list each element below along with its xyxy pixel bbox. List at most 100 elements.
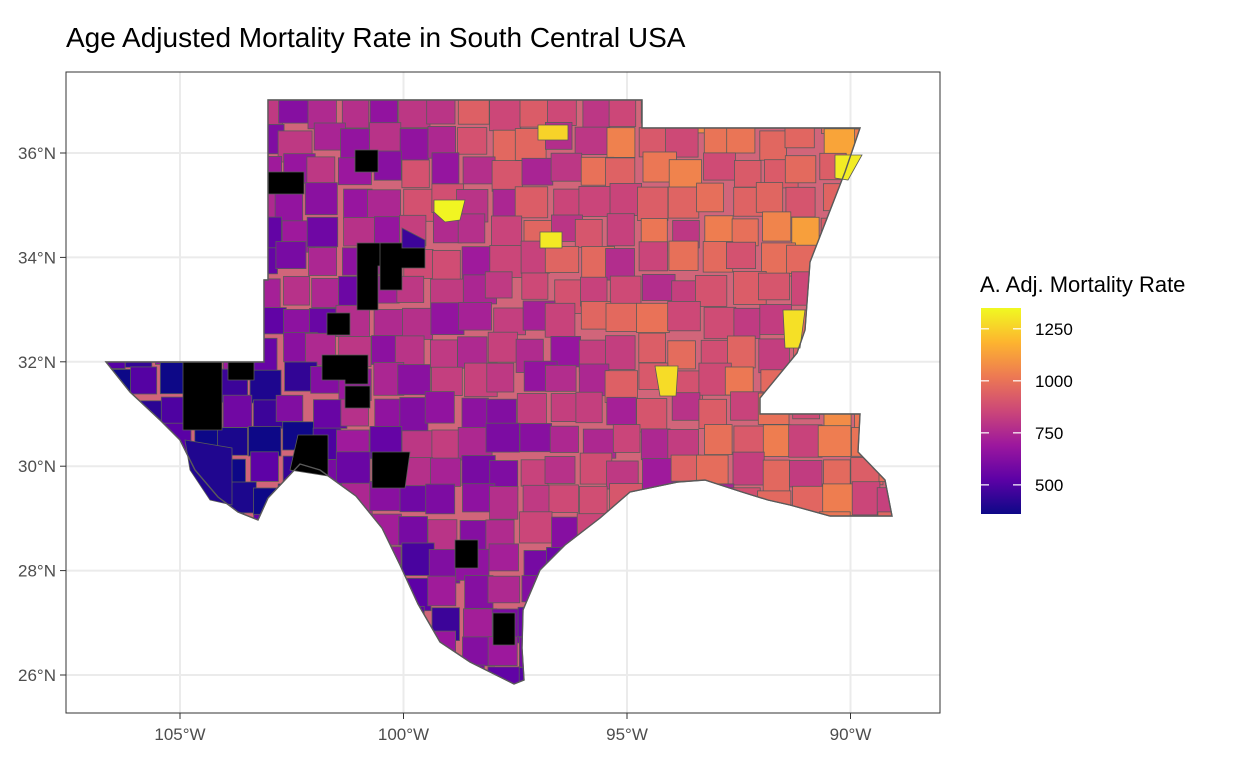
y-axis: 26°N 28°N 30°N 32°N 34°N 36°N: [18, 144, 66, 685]
county-cell: [667, 340, 696, 370]
special-counties: [182, 124, 863, 646]
county-cell: [544, 456, 576, 484]
y-tick-label: 26°N: [18, 666, 56, 685]
county-cell: [668, 240, 699, 271]
county-cell: [605, 248, 635, 281]
county-cell: [401, 159, 430, 189]
county-cell: [605, 335, 636, 370]
county-cell: [605, 302, 638, 332]
county-cell: [608, 100, 637, 127]
county-cell: [606, 396, 637, 426]
county-cell: [399, 397, 429, 432]
chart-title: Age Adjusted Mortality Rate in South Cen…: [66, 22, 686, 53]
county-cell: [306, 216, 339, 248]
legend-colorbar: [981, 308, 1021, 514]
county-cell: [698, 398, 728, 429]
county-cell: [521, 272, 549, 300]
county-cell: [275, 241, 307, 270]
county-cell: [788, 424, 823, 458]
county-cell: [641, 273, 676, 301]
county-cell: [636, 302, 670, 333]
county-cell: [789, 460, 823, 488]
county-cell: [402, 307, 434, 340]
county-cell: [665, 122, 699, 158]
county-missing: [354, 149, 379, 173]
county-cell: [638, 332, 666, 364]
county-cell: [550, 152, 583, 182]
y-tick-label: 30°N: [18, 457, 56, 476]
county-cell: [516, 393, 547, 426]
county-cell: [486, 362, 515, 393]
county-cell: [574, 126, 610, 155]
county-cell: [638, 241, 668, 272]
county-cell: [424, 391, 455, 424]
county-cell: [130, 366, 158, 395]
county-cell: [308, 247, 338, 276]
county-missing: [492, 612, 516, 646]
county-cell: [462, 608, 498, 641]
county-extreme: [184, 439, 233, 506]
county-cell: [606, 127, 636, 158]
county-cell: [704, 424, 733, 456]
county-cell: [461, 397, 489, 431]
legend-ticks: 1250 1000 750 500: [981, 320, 1073, 495]
county-cell: [250, 451, 279, 482]
county-cell: [575, 391, 603, 424]
county-cell: [609, 275, 642, 308]
county-cell: [731, 218, 759, 247]
county-cell: [514, 186, 549, 219]
county-cell: [667, 186, 700, 219]
legend: A. Adj. Mortality Rate 1250 1000 750 500: [980, 272, 1185, 514]
county-cell: [431, 429, 461, 459]
county-cell: [544, 302, 576, 338]
county-cell: [487, 331, 518, 363]
county-missing: [321, 354, 369, 385]
county-cell: [486, 398, 517, 427]
county-cell: [755, 182, 784, 213]
county-cell: [733, 307, 761, 339]
county-missing: [227, 361, 255, 381]
panel-border: [65, 71, 941, 714]
x-tick-label: 100°W: [378, 725, 429, 744]
county-extreme: [539, 231, 563, 249]
county-cell: [784, 155, 817, 184]
county-cell: [488, 543, 519, 572]
county-missing: [267, 171, 305, 195]
county-cell: [549, 425, 579, 453]
county-cell: [732, 451, 765, 486]
county-cell: [398, 516, 428, 546]
x-tick-label: 95°W: [606, 725, 648, 744]
county-cell: [730, 391, 764, 421]
y-tick-label: 36°N: [18, 144, 56, 163]
county-cell: [724, 366, 754, 396]
x-tick-label: 90°W: [830, 725, 872, 744]
county-cell: [431, 152, 460, 185]
county-cell: [637, 186, 669, 222]
county-cell: [457, 100, 490, 125]
county-missing: [182, 361, 223, 431]
county-cell: [817, 425, 852, 458]
x-axis: 105°W 100°W 95°W 90°W: [154, 713, 871, 744]
county-cell: [462, 156, 496, 185]
county-cell: [759, 130, 787, 161]
county-cell: [578, 363, 610, 397]
county-cell: [609, 182, 643, 216]
x-tick-label: 105°W: [154, 725, 205, 744]
county-cell: [429, 339, 458, 369]
county-cell: [668, 159, 702, 192]
county-cell: [578, 185, 612, 217]
county-cell: [341, 100, 370, 129]
county-cell: [696, 182, 724, 213]
county-missing: [454, 539, 479, 569]
county-cell: [493, 307, 527, 336]
county-cell: [758, 272, 790, 301]
county-cell: [487, 575, 521, 604]
county-cell: [373, 150, 402, 181]
county-missing: [326, 312, 351, 336]
county-cell: [519, 511, 553, 544]
county-cell: [304, 182, 338, 216]
county-extreme: [433, 199, 466, 223]
county-cell: [369, 122, 402, 154]
county-cell: [519, 423, 553, 453]
